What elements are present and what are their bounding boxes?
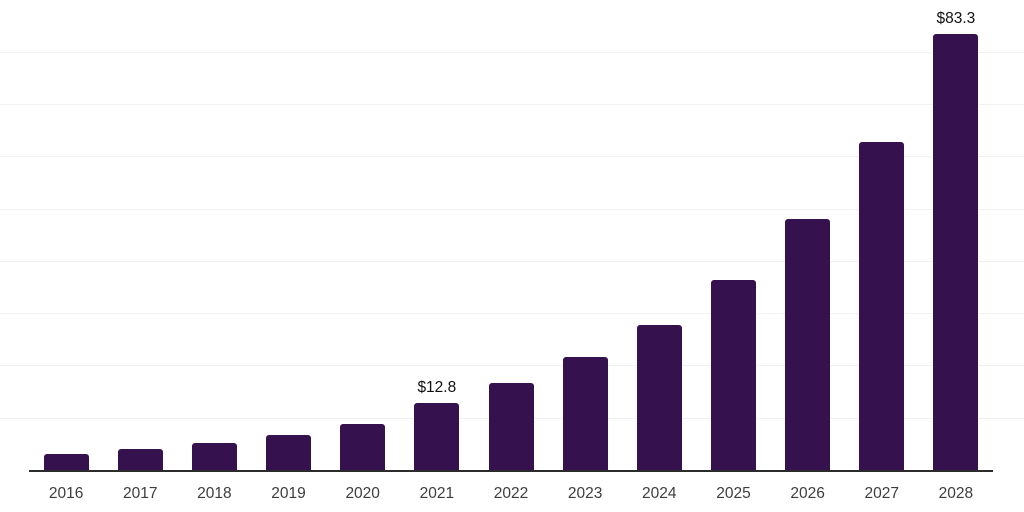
x-tick-label-2024: 2024	[642, 485, 677, 502]
x-tick-label-2022: 2022	[493, 485, 529, 502]
x-tick-label-2028: 2028	[938, 485, 974, 502]
x-tick-label-2019: 2019	[271, 485, 306, 502]
x-axis-line	[29, 470, 993, 472]
x-tick-label-2017: 2017	[122, 485, 158, 502]
x-tick-label-2016: 2016	[48, 485, 84, 502]
bar-value-label-2028: $83.3	[936, 10, 976, 28]
bar-2026	[785, 219, 831, 470]
x-tick-label-2023: 2023	[567, 485, 603, 502]
x-tick-label-2025: 2025	[716, 485, 751, 502]
bar-value-label-2021: $12.8	[417, 379, 457, 397]
x-tick-label-2026: 2026	[790, 485, 825, 502]
bar-2021	[414, 403, 460, 470]
x-tick-label-2027: 2027	[864, 485, 899, 502]
bar-2025	[710, 280, 756, 470]
x-tick-label-2018: 2018	[197, 485, 232, 502]
bar-2022	[488, 383, 534, 470]
x-tick-label-2021: 2021	[419, 485, 455, 502]
bar-2020	[340, 424, 386, 470]
bar-2018	[191, 442, 237, 470]
bar-2019	[266, 434, 312, 470]
bar-2028	[933, 34, 979, 470]
gridline-70	[0, 103, 1024, 105]
x-tick-label-2020: 2020	[345, 485, 380, 502]
bar-2017	[117, 449, 163, 470]
bar-2027	[859, 141, 905, 470]
bar-2023	[562, 357, 608, 470]
bar-2024	[636, 324, 682, 470]
gridline-80	[0, 51, 1024, 53]
bar-2016	[43, 453, 89, 470]
